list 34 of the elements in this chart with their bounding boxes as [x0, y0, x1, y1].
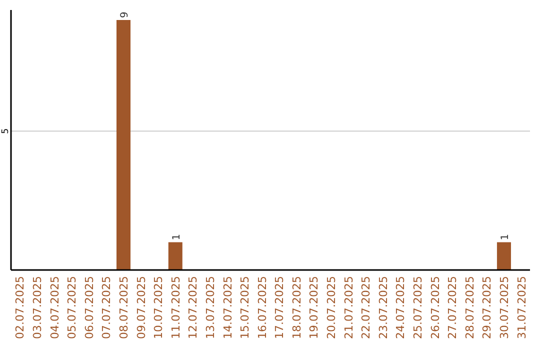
x-tick-label: 28.07.2025 [463, 276, 476, 339]
x-tick-label: 31.07.2025 [515, 276, 528, 339]
x-tick-label: 26.07.2025 [428, 276, 442, 339]
y-tick-label: 5 [1, 128, 11, 134]
x-tick-label: 17.07.2025 [273, 276, 286, 339]
x-tick-label: 11.07.2025 [169, 276, 182, 339]
x-tick-label: 10.07.2025 [152, 276, 166, 339]
x-tick-label: 18.07.2025 [290, 276, 304, 339]
x-tick-label: 05.07.2025 [66, 276, 79, 339]
x-tick-label: 30.07.2025 [498, 276, 511, 339]
data-label: 9 [120, 12, 130, 18]
data-label: 1 [171, 234, 182, 240]
x-tick-label: 25.07.2025 [412, 276, 424, 339]
x-tick-label: 21.07.2025 [342, 276, 356, 339]
x-tick-label: 03.07.2025 [31, 276, 44, 339]
x-tick-label: 12.07.2025 [186, 276, 200, 339]
x-tick-label: 14.07.2025 [221, 276, 234, 339]
x-tick-label: 20.07.2025 [325, 276, 338, 339]
data-label: 1 [500, 234, 511, 240]
x-tick-label: 07.07.2025 [100, 276, 114, 339]
x-tick-label: 16.07.2025 [256, 276, 269, 339]
x-tick-label: 19.07.2025 [308, 276, 321, 339]
x-tick-label: 02.07.2025 [14, 276, 27, 339]
x-tick-label: 22.07.2025 [360, 276, 373, 339]
x-tick-label: 23.07.2025 [376, 276, 390, 339]
x-tick-label: 29.07.2025 [480, 276, 494, 339]
x-tick-label: 15.07.2025 [238, 276, 252, 339]
x-tick-label: 06.07.2025 [82, 276, 96, 339]
x-tick-label: 24.07.2025 [394, 276, 408, 339]
x-tick-label: 08.07.2025 [118, 276, 130, 339]
x-tick-label: 13.07.2025 [204, 276, 217, 339]
x-tick-label: 27.07.2025 [446, 276, 460, 339]
x-tick-label: 04.07.2025 [48, 276, 62, 339]
x-tick-label: 09.07.2025 [134, 276, 148, 339]
